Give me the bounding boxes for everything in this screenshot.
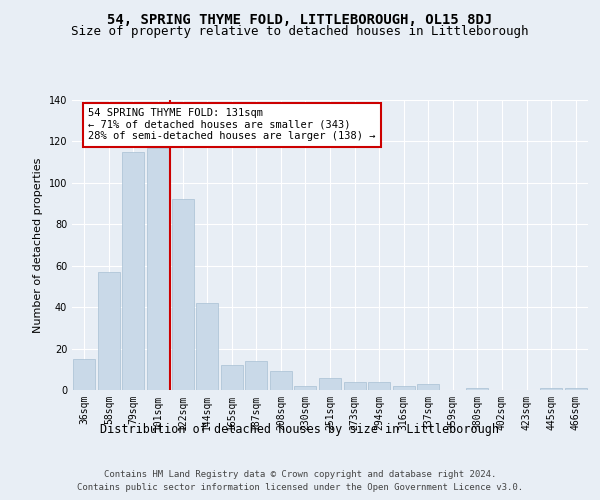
Bar xyxy=(147,148,169,390)
Text: 54 SPRING THYME FOLD: 131sqm
← 71% of detached houses are smaller (343)
28% of s: 54 SPRING THYME FOLD: 131sqm ← 71% of de… xyxy=(88,108,376,142)
Bar xyxy=(73,359,95,390)
Bar xyxy=(98,272,120,390)
Bar xyxy=(319,378,341,390)
Bar xyxy=(392,386,415,390)
Bar xyxy=(368,382,390,390)
Bar xyxy=(344,382,365,390)
Bar xyxy=(295,386,316,390)
Bar xyxy=(221,365,243,390)
Bar xyxy=(196,303,218,390)
Bar xyxy=(245,361,268,390)
Text: Distribution of detached houses by size in Littleborough: Distribution of detached houses by size … xyxy=(101,422,499,436)
Text: Contains public sector information licensed under the Open Government Licence v3: Contains public sector information licen… xyxy=(77,482,523,492)
Text: Contains HM Land Registry data © Crown copyright and database right 2024.: Contains HM Land Registry data © Crown c… xyxy=(104,470,496,479)
Bar xyxy=(565,388,587,390)
Bar xyxy=(270,372,292,390)
Bar xyxy=(466,388,488,390)
Bar xyxy=(172,200,194,390)
Text: 54, SPRING THYME FOLD, LITTLEBOROUGH, OL15 8DJ: 54, SPRING THYME FOLD, LITTLEBOROUGH, OL… xyxy=(107,12,493,26)
Bar xyxy=(540,388,562,390)
Bar xyxy=(122,152,145,390)
Y-axis label: Number of detached properties: Number of detached properties xyxy=(33,158,43,332)
Text: Size of property relative to detached houses in Littleborough: Size of property relative to detached ho… xyxy=(71,25,529,38)
Bar xyxy=(417,384,439,390)
